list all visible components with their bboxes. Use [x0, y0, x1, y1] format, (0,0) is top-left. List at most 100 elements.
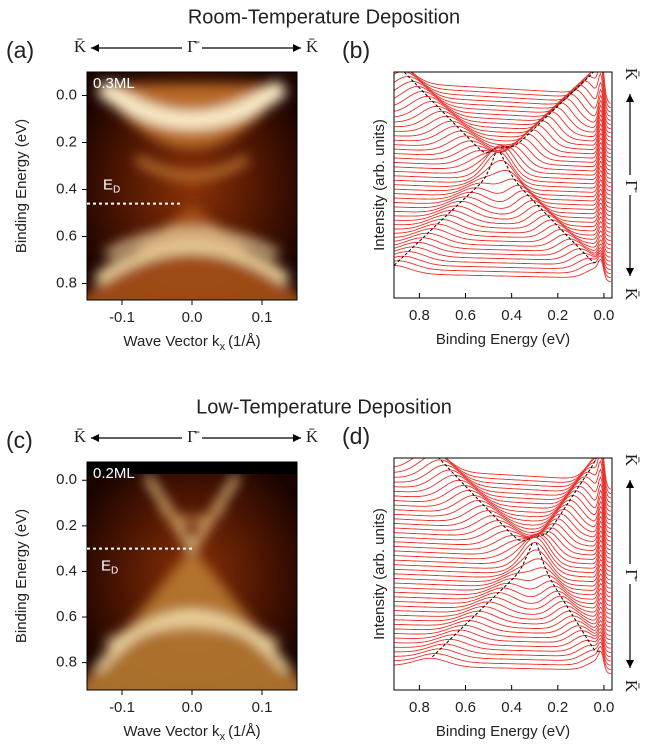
y-tick-label: 0.4: [56, 562, 77, 579]
edc-curve: [394, 518, 611, 551]
edc-curve: [394, 254, 611, 279]
edc-curve: [394, 610, 611, 632]
x-tick-label: 0.1: [252, 699, 273, 716]
edc-curve: [394, 489, 611, 525]
k-label: K̄: [622, 680, 641, 693]
x-axis-label-text: Binding Energy (eV): [436, 331, 570, 348]
edc-curve: [394, 105, 611, 142]
edc-curve: [394, 458, 612, 490]
plot-frame: [393, 457, 613, 691]
k-label: K̄: [622, 454, 641, 467]
edc-curve: [394, 115, 611, 150]
edc-curve: [394, 533, 611, 572]
k-label: K̄: [306, 427, 319, 446]
edc-curve: [394, 513, 611, 546]
edc-curve: [394, 178, 611, 208]
x-axis-label: Binding Energy (eV): [436, 331, 570, 348]
k-label: Γ̄: [622, 569, 641, 582]
edc-curve: [394, 142, 611, 175]
lower-band: [93, 610, 291, 673]
edc-curve: [394, 138, 611, 171]
edc-curve: [394, 246, 611, 266]
x-tick-label: -0.1: [109, 309, 135, 326]
edc-curve: [394, 110, 611, 146]
plot-frame: [393, 71, 613, 299]
y-tick-label: 0.4: [56, 180, 77, 197]
x-tick-label: 0.4: [501, 307, 522, 324]
edc-curve: [394, 249, 611, 270]
x-axis-label-text: Wave Vector k: [123, 333, 220, 350]
x-tick-label: 0.2: [547, 699, 568, 716]
edc-curve: [394, 100, 611, 138]
x-tick-label: 0.1: [252, 309, 273, 326]
edc-curve: [394, 483, 611, 521]
x-tick-label: 0.0: [593, 307, 614, 324]
dirac-label-sub: D: [111, 565, 118, 576]
edc-curve: [394, 232, 611, 254]
edc-curve: [394, 530, 611, 564]
dispersion-guide: [535, 542, 601, 652]
edc-curve: [394, 645, 611, 670]
k-arrowhead: [626, 480, 634, 488]
upper-band: [96, 79, 288, 130]
edc-curve: [394, 204, 611, 229]
dispersion-guide: [535, 458, 596, 538]
k-label: Γ̄: [187, 427, 200, 446]
edc-curve: [394, 199, 611, 225]
dispersion-guide: [500, 72, 595, 148]
edc-curve: [394, 542, 611, 585]
edc-curve: [394, 228, 611, 250]
x-tick-label: 0.8: [409, 307, 430, 324]
edc-curve: [394, 585, 611, 611]
edc-curve: [394, 258, 611, 283]
edc-curve: [394, 460, 611, 508]
x-tick-label: 0.4: [501, 699, 522, 716]
edc-curve: [394, 219, 611, 241]
edc-curve: [394, 509, 611, 542]
edc-curve: [394, 595, 611, 619]
x-tick-label: 0.0: [182, 699, 203, 716]
edc-curve: [394, 458, 611, 495]
arpes-image: [87, 462, 297, 690]
dirac-label-sub: D: [113, 184, 120, 195]
x-tick-label: 0.6: [455, 699, 476, 716]
edc-curve: [394, 634, 611, 658]
edc-curve: [394, 91, 611, 130]
k-arrowhead: [293, 434, 301, 442]
y-tick-label: 0.0: [56, 86, 77, 103]
y-tick-label: 0.2: [56, 133, 77, 150]
edc-curve: [394, 574, 611, 602]
k-arrowhead: [91, 44, 99, 52]
y-tick-label: 0.8: [56, 654, 77, 671]
edc-curve: [394, 160, 611, 200]
panel-label: (a): [6, 37, 34, 63]
dirac-label-text: E: [101, 558, 111, 575]
edc-curve: [394, 241, 611, 262]
edc-curve: [394, 499, 611, 534]
edc-curve: [394, 72, 611, 117]
edc-curve: [394, 169, 611, 204]
edc-curve: [394, 605, 611, 628]
top-shadow: [87, 462, 297, 474]
edc-curve: [394, 532, 611, 568]
k-label: K̄: [74, 427, 87, 446]
edc-curve: [394, 619, 611, 641]
edc-curve: [394, 145, 611, 183]
edc-curve: [394, 567, 611, 598]
edc-curve: [394, 214, 611, 237]
x-axis-label: Wave Vector kx (1/Å): [123, 333, 260, 353]
k-label: Γ̄: [622, 180, 641, 193]
k-label: Γ̄: [187, 37, 200, 56]
y-tick-label: 0.6: [56, 608, 77, 625]
k-label: K̄: [306, 37, 319, 56]
edc-curve: [394, 650, 611, 675]
edc-stack: [394, 72, 611, 283]
edc-curve: [394, 151, 611, 196]
edc-curve: [394, 223, 611, 246]
dispersion-guide: [403, 72, 496, 154]
edc-curve: [394, 536, 611, 581]
y-tick-label: 0.8: [56, 275, 77, 292]
edc-curve: [394, 580, 611, 606]
edc-curve: [394, 522, 611, 555]
coverage-label: 0.2ML: [93, 465, 135, 482]
